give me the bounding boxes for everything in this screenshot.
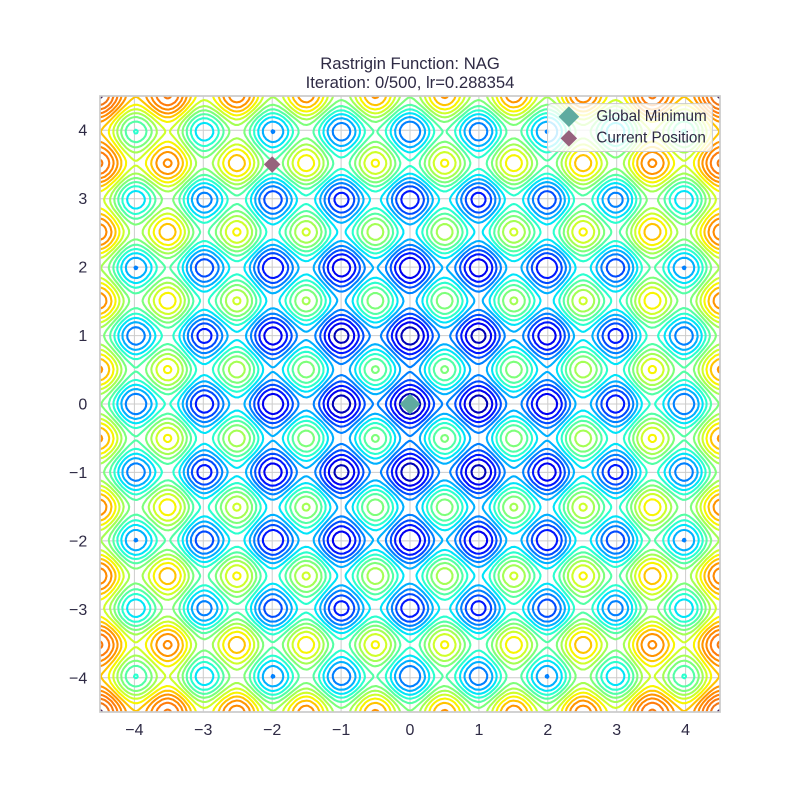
svg-text:−3: −3 <box>194 722 212 739</box>
svg-text:4: 4 <box>681 722 690 739</box>
svg-text:2: 2 <box>78 260 87 277</box>
svg-text:2: 2 <box>543 722 552 739</box>
svg-text:Rastrigin Function: NAG: Rastrigin Function: NAG <box>320 54 500 73</box>
svg-text:Global Minimum: Global Minimum <box>596 108 706 125</box>
svg-text:−3: −3 <box>69 602 87 619</box>
svg-text:−4: −4 <box>125 722 143 739</box>
svg-text:1: 1 <box>474 722 483 739</box>
svg-text:0: 0 <box>78 397 87 414</box>
svg-text:−1: −1 <box>332 722 350 739</box>
svg-text:Current Position: Current Position <box>596 129 705 146</box>
svg-text:−2: −2 <box>69 533 87 550</box>
svg-text:3: 3 <box>78 191 87 208</box>
svg-text:Iteration: 0/500, lr=0.288354: Iteration: 0/500, lr=0.288354 <box>306 73 515 92</box>
svg-text:3: 3 <box>612 722 621 739</box>
svg-text:1: 1 <box>78 328 87 345</box>
svg-text:−1: −1 <box>69 465 87 482</box>
svg-text:−4: −4 <box>69 670 87 687</box>
svg-text:4: 4 <box>78 123 87 140</box>
svg-text:0: 0 <box>406 722 415 739</box>
svg-text:−2: −2 <box>263 722 281 739</box>
